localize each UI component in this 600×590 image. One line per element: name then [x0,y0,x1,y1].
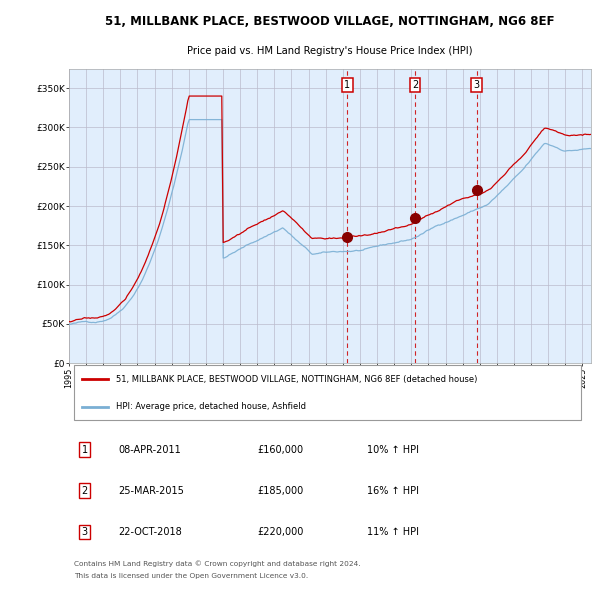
Text: Price paid vs. HM Land Registry's House Price Index (HPI): Price paid vs. HM Land Registry's House … [187,46,473,56]
Text: Contains HM Land Registry data © Crown copyright and database right 2024.: Contains HM Land Registry data © Crown c… [74,560,361,567]
Text: 22-OCT-2018: 22-OCT-2018 [119,527,182,537]
Text: 16% ↑ HPI: 16% ↑ HPI [367,486,419,496]
Text: £160,000: £160,000 [257,444,303,454]
Text: £185,000: £185,000 [257,486,303,496]
Text: This data is licensed under the Open Government Licence v3.0.: This data is licensed under the Open Gov… [74,573,308,579]
Text: 1: 1 [344,80,350,90]
Text: 51, MILLBANK PLACE, BESTWOOD VILLAGE, NOTTINGHAM, NG6 8EF: 51, MILLBANK PLACE, BESTWOOD VILLAGE, NO… [105,15,555,28]
Text: 10% ↑ HPI: 10% ↑ HPI [367,444,419,454]
Text: 3: 3 [82,527,88,537]
Text: 1: 1 [82,444,88,454]
Text: 3: 3 [473,80,479,90]
Text: 2: 2 [82,486,88,496]
Text: 08-APR-2011: 08-APR-2011 [119,444,181,454]
Text: 11% ↑ HPI: 11% ↑ HPI [367,527,419,537]
Text: HPI: Average price, detached house, Ashfield: HPI: Average price, detached house, Ashf… [116,402,306,411]
Text: 51, MILLBANK PLACE, BESTWOOD VILLAGE, NOTTINGHAM, NG6 8EF (detached house): 51, MILLBANK PLACE, BESTWOOD VILLAGE, NO… [116,375,478,384]
Text: £220,000: £220,000 [257,527,303,537]
Text: 2: 2 [412,80,418,90]
FancyBboxPatch shape [74,365,581,420]
Text: 25-MAR-2015: 25-MAR-2015 [119,486,184,496]
